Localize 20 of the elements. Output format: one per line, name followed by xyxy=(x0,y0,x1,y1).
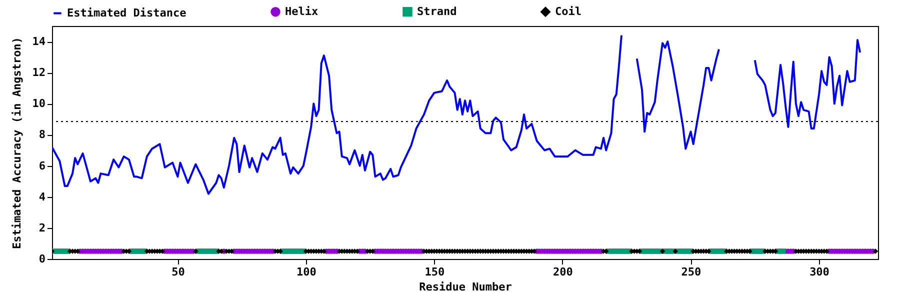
y-tick-label: 14 xyxy=(32,35,46,48)
x-tick-label: 250 xyxy=(681,266,702,278)
y-axis-title: Estimated Accuracy (in Angstron) xyxy=(10,37,24,249)
x-tick-label: 150 xyxy=(424,266,445,278)
x-axis-title: Residue Number xyxy=(419,280,512,294)
y-tick-label: 8 xyxy=(38,128,46,142)
legend-label: Strand xyxy=(417,4,457,18)
legend-label: Helix xyxy=(285,4,318,18)
y-tick-label: 6 xyxy=(38,159,46,172)
y-tick-label: 12 xyxy=(32,66,46,80)
x-tick-label: 300 xyxy=(810,266,830,278)
y-tick-label: 10 xyxy=(32,97,46,110)
y-tick-label: 4 xyxy=(38,190,46,204)
x-tick-label: 100 xyxy=(296,266,316,278)
x-tick-label: 200 xyxy=(553,266,573,278)
y-tick-label: 0 xyxy=(38,252,46,266)
legend-label: Coil xyxy=(555,4,582,18)
y-tick-label: 2 xyxy=(38,221,46,234)
x-tick-label: 50 xyxy=(172,266,185,278)
legend-label: Estimated Distance xyxy=(67,6,187,20)
